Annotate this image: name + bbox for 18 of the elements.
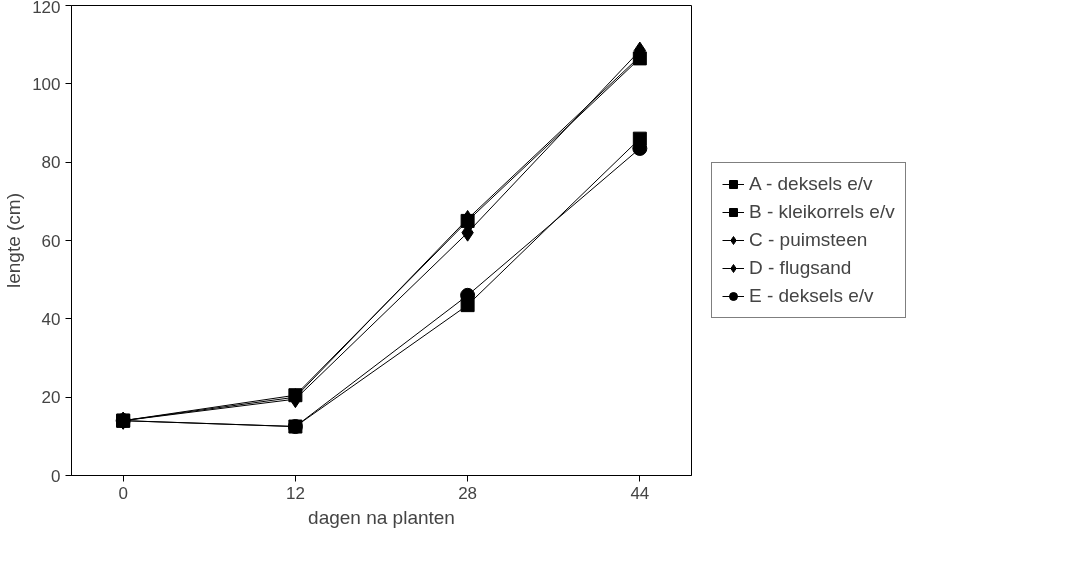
legend-label: B - kleikorrels e/v — [749, 201, 895, 223]
x-tick-label: 44 — [630, 483, 650, 503]
x-tick-label: 0 — [118, 483, 128, 503]
x-axis-title: dagen na planten — [308, 506, 455, 528]
y-tick-label: 20 — [41, 388, 61, 408]
y-tick-label: 100 — [32, 74, 61, 94]
y-tick-label: 0 — [51, 466, 61, 486]
legend-label: C - puimsteen — [749, 229, 868, 251]
y-tick-label: 40 — [41, 309, 61, 329]
legend-label: D - flugsand — [749, 257, 852, 279]
x-tick-label: 28 — [458, 483, 478, 503]
legend-label: A - deksels e/v — [749, 173, 873, 195]
y-axis-title: lengte (cm) — [3, 192, 25, 289]
legend-label: E - deksels e/v — [749, 285, 874, 307]
y-tick-label: 60 — [41, 231, 61, 251]
y-tick-label: 120 — [32, 0, 61, 17]
y-tick-label: 80 — [41, 153, 61, 173]
x-tick-label: 12 — [285, 483, 305, 503]
